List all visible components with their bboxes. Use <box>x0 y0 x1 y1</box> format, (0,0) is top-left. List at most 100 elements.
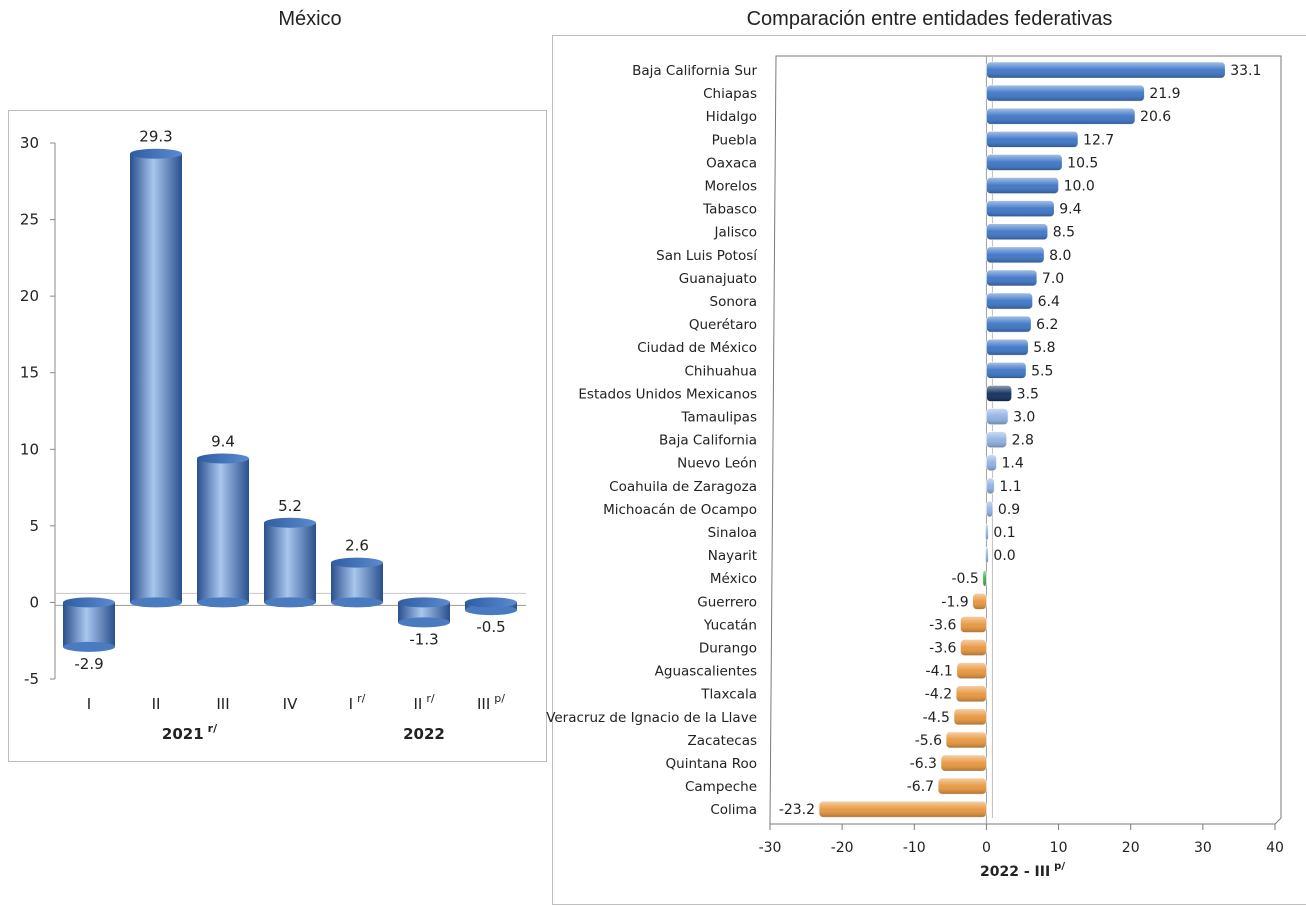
data-label: 3.5 <box>1017 386 1039 402</box>
bar-shade <box>986 154 1063 171</box>
category-label: Sonora <box>710 294 757 310</box>
data-label: 0.9 <box>998 502 1020 518</box>
category-label: Morelos <box>704 179 757 195</box>
y-tick-label: 30 <box>20 134 39 152</box>
category-label: Coahuila de Zaragoza <box>609 479 757 495</box>
bar-shade <box>986 177 1059 194</box>
bar-shade <box>986 316 1032 333</box>
bar <box>264 522 316 603</box>
y-tick-label: 5 <box>29 517 39 535</box>
category-label: Michoacán de Ocampo <box>603 502 757 518</box>
bar-cap <box>465 597 517 608</box>
x-tick-label: II r/ <box>413 692 434 713</box>
x-group-label: 2021 r/ <box>162 722 218 743</box>
bar-shade <box>960 639 987 656</box>
x-tick-label: 20 <box>1122 840 1140 856</box>
category-label: San Luis Potosí <box>656 248 758 264</box>
data-label: 2.6 <box>345 537 369 555</box>
x-tick-label: III <box>216 695 229 713</box>
data-label: -6.3 <box>910 756 937 772</box>
bar-base <box>63 641 115 652</box>
data-label: -6.7 <box>907 779 934 795</box>
bar-shade <box>986 293 1033 309</box>
bar-shade <box>985 547 989 564</box>
data-label: -4.2 <box>925 687 952 703</box>
data-label: 10.0 <box>1064 179 1095 195</box>
y-tick-label: 15 <box>20 364 39 382</box>
bar-shade <box>986 246 1045 263</box>
bar-shade <box>986 200 1055 217</box>
data-label: 2.8 <box>1012 433 1034 449</box>
bar-base <box>130 597 182 608</box>
x-tick-label: IV <box>283 695 298 713</box>
states-comparison-bar-chart: -30 -20 -10 0 10 20 30 40 2022 - III p/Baja Calif… <box>546 55 1284 880</box>
data-label: -23.2 <box>779 802 815 818</box>
category-label: Baja California Sur <box>632 63 757 79</box>
bar-shade <box>986 477 995 494</box>
category-label: Colima <box>710 802 757 818</box>
bar-shade <box>986 108 1136 125</box>
data-label: -2.9 <box>74 655 103 673</box>
y-tick-label: 0 <box>29 593 39 611</box>
bar-shade <box>986 500 993 517</box>
category-label: Jalisco <box>714 225 757 241</box>
data-label: 12.7 <box>1083 132 1114 148</box>
category-label: Chiapas <box>703 86 757 102</box>
right-chart-title: Comparación entre entidades federativas <box>746 8 1113 30</box>
bar-shade <box>819 801 987 818</box>
data-label: 0.0 <box>993 548 1015 564</box>
data-label: 1.4 <box>1002 456 1024 472</box>
data-label: 1.1 <box>999 479 1021 495</box>
category-label: México <box>710 571 757 587</box>
bar-base <box>197 597 249 608</box>
bar-shade <box>982 570 987 587</box>
data-label: -3.6 <box>929 617 956 633</box>
data-label: -0.5 <box>476 618 505 636</box>
x-tick-label: -20 <box>831 840 854 856</box>
data-label: -3.6 <box>929 641 956 657</box>
data-label: 29.3 <box>139 128 172 146</box>
bar-shade <box>946 731 987 748</box>
category-label: Durango <box>699 641 757 657</box>
bar-shade <box>986 408 1009 425</box>
data-label: -0.5 <box>951 571 978 587</box>
data-label: -5.6 <box>915 733 942 749</box>
category-label: Tlaxcala <box>700 687 757 703</box>
y-tick-label: 20 <box>20 287 39 305</box>
bar-shade <box>986 385 1012 402</box>
x-tick-label: -30 <box>759 840 782 856</box>
y-tick-label: -5 <box>24 670 39 688</box>
data-label: -1.3 <box>409 630 438 648</box>
data-label: 9.4 <box>1059 202 1081 218</box>
data-label: 6.4 <box>1038 294 1060 310</box>
bar <box>63 602 115 647</box>
bar-shade <box>986 339 1029 356</box>
x-axis-title: 2022 - III p/ <box>980 861 1065 880</box>
bar-shade <box>986 362 1027 379</box>
bar-cap <box>197 453 249 464</box>
category-label: Ciudad de México <box>637 340 757 356</box>
bar-shade <box>940 755 987 771</box>
data-label: -1.9 <box>941 594 968 610</box>
data-label: 7.0 <box>1042 271 1064 287</box>
data-label: -4.5 <box>923 710 950 726</box>
bar-cap <box>331 557 383 568</box>
category-label: Tabasco <box>702 202 757 218</box>
category-label: Hidalgo <box>706 109 757 125</box>
bar-shade <box>986 223 1048 240</box>
category-label: Guerrero <box>697 594 757 610</box>
bar-base <box>465 605 517 616</box>
category-label: Aguascalientes <box>655 664 757 680</box>
bar-shade <box>985 524 989 540</box>
states-chart-frame: -30 -20 -10 0 10 20 30 40 2022 - III p/Baja Calif… <box>546 35 1306 905</box>
data-label: 0.1 <box>993 525 1015 541</box>
bar-cap <box>63 597 115 608</box>
category-label: Veracruz de Ignacio de la Llave <box>546 710 757 726</box>
category-label: Oaxaca <box>706 155 757 171</box>
bar-shade <box>986 62 1226 78</box>
data-label: 5.2 <box>278 497 302 515</box>
data-label: 33.1 <box>1230 63 1261 79</box>
x-tick-label: 10 <box>1050 840 1068 856</box>
left-chart-title: México <box>278 8 342 30</box>
